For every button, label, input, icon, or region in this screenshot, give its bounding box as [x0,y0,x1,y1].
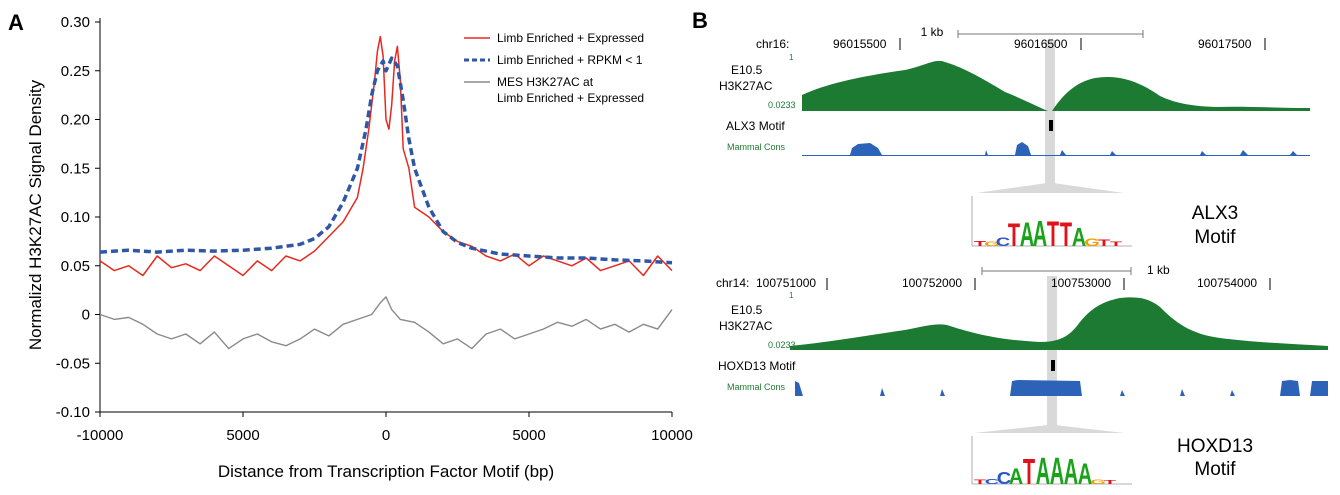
logo-letter: A [1064,453,1078,490]
track-name-2a: E10.5 [731,303,763,317]
logo-letter: T [974,479,986,486]
scale-label-1: 1 kb [921,25,944,39]
coord-2c: 100753000 [1051,276,1111,290]
y-tick-label: 0.25 [61,63,90,80]
signal-top-1: 1 [789,53,794,62]
y-tick-label: 0.15 [61,160,90,177]
y-tick-label: -0.05 [56,355,90,372]
motif-mark-1 [1049,120,1053,131]
logo-letter: A [1009,465,1023,489]
coord-1b: 96016500 [1014,37,1068,51]
track-name-1a: E10.5 [731,63,763,77]
logo-letter: G [984,241,1000,248]
y-tick-label: 0.10 [61,209,90,226]
logo-letter: T [974,240,986,248]
logo-2-frame [966,433,1136,490]
coord-2d: 100754000 [1197,276,1257,290]
h3k27ac-signal-2 [790,297,1328,350]
y-tick-label: 0.30 [61,14,90,31]
panel-a-label: A [8,10,24,35]
y-axis-label: Normalizd H3K27AC Signal Density [26,79,45,350]
logo-letter: T [1104,480,1116,485]
legend-label-mes-2: Limb Enriched + Expressed [497,91,644,105]
logo-letter: A [1033,215,1047,255]
logo-letter: C [997,469,1012,489]
logo-letter: G [1084,236,1100,248]
zoom-wedge-1 [976,183,1124,193]
chrom-label-2: chr14: [716,276,749,290]
track-name-1b: H3K27AC [719,79,773,93]
coord-2b: 100752000 [902,276,962,290]
y-tick-label: -0.10 [56,404,90,421]
panel-b-label: B [692,8,708,33]
y-tick-label: 0.20 [61,112,90,129]
logo-letter: T [1098,238,1111,248]
x-tick-label: -10000 [77,427,124,444]
logo-letter: A [1050,451,1064,490]
logo-2-title-1: HOXD13 [1177,436,1253,457]
y-ticks: 0.30 0.25 0.20 0.15 0.10 0.05 0 -0.05 -0.10 [56,14,100,421]
scale-label-2: 1 kb [1147,263,1170,277]
logo-letter: C [985,478,1000,486]
motif-label-2: HOXD13 Motif [718,359,796,373]
x-ticks: -10000 5000 0 5000 10000 [77,412,693,444]
genome-track-chr16: 1 kb chr16: 96015500 96016500 96017500 1… [719,25,1310,193]
x-tick-label: 5000 [512,427,545,444]
series-line-mes [99,296,673,350]
series-layer [99,35,673,350]
conservation-track-1 [802,142,1310,156]
logo-1-title-1: ALX3 [1192,203,1238,224]
logo-1-frame [966,193,1136,255]
motif-highlight-2 [1047,276,1057,428]
series-line-rpkm [99,56,673,265]
legend: Limb Enriched + Expressed Limb Enriched … [464,31,644,105]
x-axis-label: Distance from Transcription Factor Motif… [218,462,554,481]
coord-1c: 96017500 [1198,37,1252,51]
motif-mark-2 [1051,360,1055,371]
motif-highlight-1 [1045,40,1055,185]
genome-track-chr14: 1 kb chr14: 100751000 100752000 10075300… [716,263,1328,433]
logo-letter: G [1090,479,1106,486]
logo-letter: T [1110,241,1122,248]
logo-letter: C [996,236,1011,249]
h3k27ac-signal-1 [802,60,1310,111]
conservation-track-2 [795,380,1328,396]
coord-2a: 100751000 [756,276,816,290]
logo-letter: A [1020,216,1034,254]
logo-letter: T [1008,217,1020,253]
legend-label-expressed: Limb Enriched + Expressed [497,31,644,45]
y-tick-label: 0 [82,307,90,324]
motif-label-1: ALX3 Motif [726,119,785,133]
x-tick-label: 5000 [226,427,259,444]
legend-label-rpkm: Limb Enriched + RPKM < 1 [497,53,643,67]
x-tick-label: 0 [382,427,390,444]
logo-letter: T [1060,216,1072,254]
logo-2-title-2: Motif [1194,459,1236,480]
cons-label-1: Mammal Cons [727,142,786,152]
logo-letter: T [1047,215,1060,254]
logo-letter: T [1023,453,1035,490]
logo-letter: A [1078,458,1092,490]
y-tick-label: 0.05 [61,258,90,275]
x-tick-label: 10000 [651,427,693,444]
coord-1a: 96015500 [833,37,887,51]
signal-top-2: 1 [789,291,794,300]
chrom-label-1: chr16: [756,37,789,51]
logo-1-title-2: Motif [1194,227,1236,248]
cons-label-2: Mammal Cons [727,382,786,392]
signal-bottom-1: 0.0233 [768,100,796,110]
logo-letter: A [1036,451,1050,490]
logo-letter: A [1072,222,1087,251]
signal-bottom-2: 0.0233 [768,340,796,350]
track-name-2b: H3K27AC [719,319,773,333]
legend-label-mes-1: MES H3K27AC at [497,75,594,89]
zoom-wedge-2 [974,425,1124,433]
